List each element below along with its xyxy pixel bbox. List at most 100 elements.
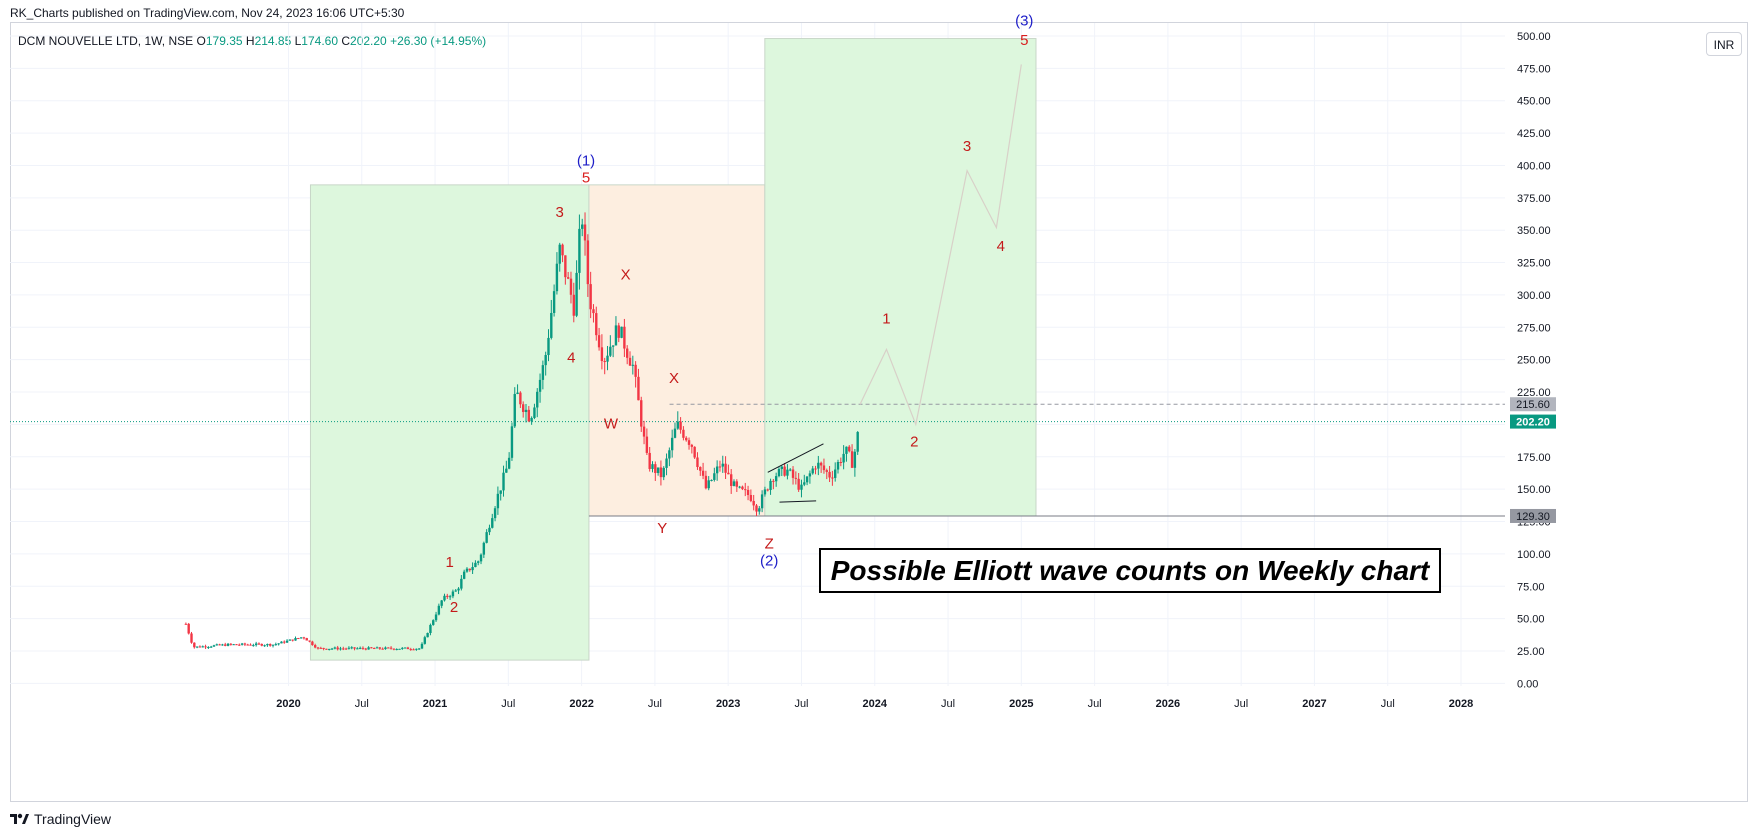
candle-body <box>637 376 640 401</box>
y-tick-label: 150.00 <box>1517 484 1551 496</box>
candle-body <box>822 465 826 471</box>
y-tick-label: 100.00 <box>1517 549 1551 561</box>
candle-body <box>704 475 708 489</box>
candle-body <box>226 643 230 646</box>
candle-body <box>291 639 294 641</box>
candle-body <box>221 644 224 646</box>
candle-body <box>642 426 646 437</box>
wave-label: 1 <box>446 554 454 571</box>
candle-body <box>249 644 252 646</box>
candle-body <box>676 421 679 429</box>
x-tick-label: 2028 <box>1449 698 1473 710</box>
y-tick-label: 25.00 <box>1517 646 1545 658</box>
candle-body <box>611 345 615 347</box>
y-tick-label: 375.00 <box>1517 193 1551 205</box>
symbol-legend[interactable]: DCM NOUVELLE LTD, 1W, NSE O179.35 H214.8… <box>18 34 486 48</box>
candle-body <box>527 409 531 422</box>
candle-body <box>381 648 384 650</box>
chart-frame <box>10 22 1748 802</box>
candle-body <box>524 409 528 413</box>
candle-body <box>831 477 834 479</box>
price-tag-label: 202.20 <box>1516 417 1550 429</box>
candle-body <box>845 446 848 454</box>
candle-body <box>232 644 235 646</box>
candle-body <box>373 648 376 650</box>
candle-body <box>491 518 494 528</box>
candle-body <box>592 309 595 314</box>
low-label: L <box>294 34 302 48</box>
candle-body <box>493 508 497 519</box>
candle-body <box>578 228 581 273</box>
y-tick-label: 350.00 <box>1517 225 1551 237</box>
candle-body <box>721 463 724 467</box>
candle-body <box>566 277 570 279</box>
candle-body <box>446 595 449 597</box>
tradingview-brand[interactable]: TradingView <box>10 811 111 827</box>
candle-body <box>378 647 382 649</box>
x-tick-label: 2026 <box>1156 698 1180 710</box>
candle-body <box>800 484 803 490</box>
candle-body <box>783 466 786 476</box>
candle-body <box>850 451 854 468</box>
close-value: 202.20 <box>350 34 387 48</box>
currency-button[interactable]: INR <box>1706 32 1742 56</box>
low-value: 174.60 <box>301 34 338 48</box>
candle-body <box>645 436 649 453</box>
candle-body <box>288 639 292 641</box>
candle-body <box>468 568 471 571</box>
wedge-trendline <box>767 443 824 473</box>
candle-body <box>257 643 261 645</box>
candle-body <box>794 477 798 479</box>
candle-body <box>606 355 609 362</box>
wave-label: 2 <box>450 599 458 616</box>
candle-body <box>398 648 401 650</box>
candle-body <box>482 542 486 555</box>
candle-body <box>195 646 199 648</box>
candle-body <box>443 595 446 601</box>
candle-body <box>547 337 550 356</box>
wave-label: 5 <box>582 169 590 186</box>
candle-body <box>819 462 823 466</box>
candle-body <box>656 467 660 473</box>
candle-body <box>283 641 286 643</box>
candle-body <box>789 469 792 471</box>
candle-body <box>325 648 328 650</box>
candle-body <box>403 647 407 649</box>
price-tag <box>1510 508 1556 523</box>
brand-label: TradingView <box>34 811 112 827</box>
candle-body <box>344 648 348 650</box>
wave-label: 4 <box>567 349 575 366</box>
candle-body <box>564 255 567 278</box>
wave-label: Y <box>657 520 667 537</box>
candle-body <box>457 588 460 591</box>
candle-body <box>218 644 221 646</box>
candle-body <box>417 648 421 650</box>
candle-body <box>752 500 755 506</box>
y-tick-label: 450.00 <box>1517 96 1551 108</box>
candle-body <box>530 417 533 422</box>
wave-zone <box>764 38 1037 517</box>
candle-body <box>412 649 415 651</box>
candle-body <box>356 648 359 650</box>
candle-body <box>673 428 677 438</box>
candle-body <box>299 637 303 639</box>
candle-body <box>583 224 587 241</box>
candle-body <box>488 527 491 533</box>
candle-body <box>462 571 466 579</box>
candle-body <box>440 600 443 606</box>
candle-body <box>687 440 691 445</box>
candle-body <box>735 481 739 487</box>
candle-body <box>274 644 278 646</box>
candle-body <box>496 493 500 509</box>
price-tag-label: 215.60 <box>1516 399 1550 411</box>
candle-body <box>297 638 300 640</box>
candle-body <box>384 647 387 650</box>
candle-body <box>828 471 831 478</box>
candle-body <box>434 614 438 621</box>
candle-body <box>429 624 432 633</box>
x-tick-label: Jul <box>1234 698 1248 710</box>
wave-label: (3) <box>1015 13 1033 30</box>
candle-body <box>322 647 325 649</box>
candle-body <box>766 489 769 491</box>
